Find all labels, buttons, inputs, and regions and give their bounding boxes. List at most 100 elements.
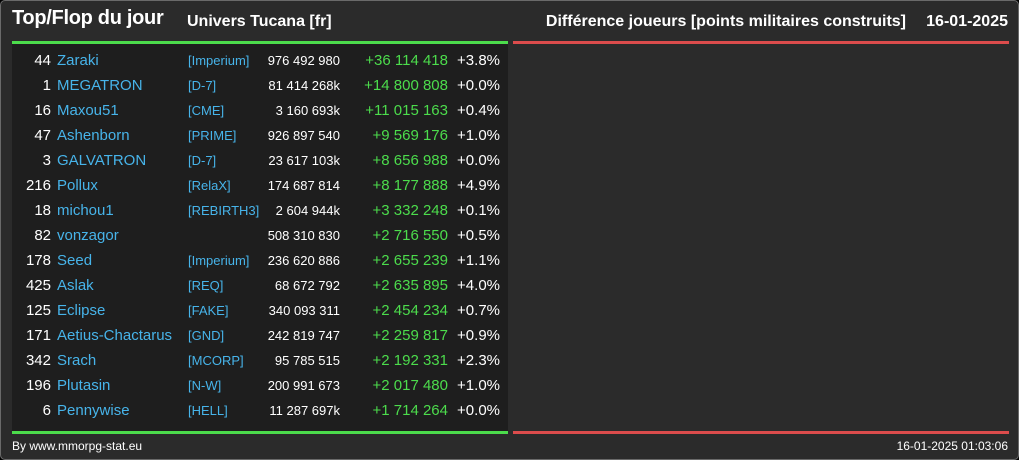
percent-change: +1.0% [457, 127, 500, 144]
alliance-tag-link[interactable]: [MCORP] [188, 353, 244, 368]
player-name-link[interactable]: Pennywise [57, 402, 130, 419]
player-points: 95 785 515 [274, 353, 340, 368]
table-row: 125 Eclipse [FAKE] 340 093 311 +2 454 234 +0.… [12, 298, 508, 323]
percent-change: +3.8% [457, 52, 500, 69]
percent-change: +0.9% [457, 327, 500, 344]
percent-change: +2.3% [457, 352, 500, 369]
alliance-tag-link[interactable]: [GND] [188, 328, 225, 343]
table-row: 1 MEGATRON [D-7] 81 414 268k +14 800 808 +0.0… [12, 73, 508, 98]
player-points: 200 991 673 [267, 378, 340, 393]
player-rank: 342 [25, 352, 51, 369]
alliance-tag-link[interactable]: [REBIRTH3] [188, 203, 260, 218]
percent-change: +0.5% [457, 227, 500, 244]
alliance-tag-link[interactable]: [CME] [188, 103, 225, 118]
player-rank: 171 [25, 327, 51, 344]
player-rank: 125 [25, 302, 51, 319]
player-rank: 18 [34, 202, 51, 219]
player-points: 68 672 792 [274, 278, 340, 293]
alliance-tag-link[interactable]: [REQ] [188, 278, 224, 293]
player-name-link[interactable]: Seed [57, 252, 93, 269]
player-rank: 6 [42, 402, 51, 419]
player-rank: 47 [34, 127, 51, 144]
points-difference: +2 017 480 [372, 377, 449, 394]
percent-change: +0.0% [457, 402, 500, 419]
points-difference: +8 177 888 [372, 177, 449, 194]
table-row: 44 Zaraki [Imperium] 976 492 980 +36 114 418… [12, 48, 508, 73]
player-name-link[interactable]: Maxou51 [57, 102, 119, 119]
table-row: 47 Ashenborn [PRIME] 926 897 540 +9 569 176 +… [12, 123, 508, 148]
points-difference: +36 114 418 [365, 52, 448, 69]
player-points: 81 414 268k [268, 78, 340, 93]
percent-change: +0.0% [457, 152, 500, 169]
points-difference: +14 800 808 [364, 77, 448, 94]
percent-change: +0.4% [457, 102, 500, 119]
player-points: 976 492 980 [267, 53, 340, 68]
table-row: 171 Aetius-Chactarus [GND] 242 819 747 +2 25… [12, 323, 508, 348]
alliance-tag-link[interactable]: [HELL] [188, 403, 228, 418]
top-divider-red [513, 41, 1009, 44]
player-name-link[interactable]: Srach [57, 352, 97, 369]
player-points: 3 160 693k [275, 103, 340, 118]
player-points: 926 897 540 [267, 128, 340, 143]
alliance-tag-link[interactable]: [N-W] [188, 378, 222, 393]
metric-label: Différence joueurs [points militaires co… [545, 13, 906, 30]
player-rank: 178 [25, 252, 51, 269]
player-name-link[interactable]: michou1 [57, 202, 114, 219]
table-row: 425 Aslak [REQ] 68 672 792 +2 635 895 +4.0% [12, 273, 508, 298]
player-points: 236 620 886 [267, 253, 340, 268]
table-row: 196 Plutasin [N-W] 200 991 673 +2 017 480 +1.… [12, 373, 508, 398]
percent-change: +0.1% [457, 202, 500, 219]
player-name-link[interactable]: vonzagor [57, 227, 119, 244]
player-points: 508 310 830 [267, 228, 340, 243]
bottom-divider-green [12, 431, 508, 434]
table-row: 342 Srach [MCORP] 95 785 515 +2 192 331 +2.3% [12, 348, 508, 373]
table-row: 6 Pennywise [HELL] 11 287 697k +1 714 264 +0.… [12, 398, 508, 423]
player-name-link[interactable]: Aslak [57, 277, 94, 294]
percent-change: +4.9% [457, 177, 500, 194]
alliance-tag-link[interactable]: [D-7] [188, 78, 217, 93]
alliance-tag-link[interactable]: [Imperium] [188, 53, 250, 68]
percent-change: +1.1% [457, 252, 500, 269]
points-difference: +2 655 239 [372, 252, 449, 269]
player-points: 242 819 747 [267, 328, 340, 343]
alliance-tag-link[interactable]: [PRIME] [188, 128, 237, 143]
player-rank: 16 [34, 102, 51, 119]
player-name-link[interactable]: MEGATRON [57, 77, 143, 94]
page-title: Top/Flop du jour [12, 7, 164, 29]
points-difference: +2 259 817 [372, 327, 449, 344]
points-difference: +1 714 264 [372, 402, 449, 419]
table-row: 16 Maxou51 [CME] 3 160 693k +11 015 163 +0.4% [12, 98, 508, 123]
top-players-panel: 44 Zaraki [Imperium] 976 492 980 +36 114 418… [12, 44, 508, 431]
table-row: 82 vonzagor 508 310 830 +2 716 550 +0.5% [12, 223, 508, 248]
player-name-link[interactable]: Ashenborn [57, 127, 130, 144]
player-name-link[interactable]: Zaraki [57, 52, 99, 69]
universe-label: Univers Tucana [fr] [187, 13, 332, 30]
points-difference: +8 656 988 [372, 152, 449, 169]
table-row: 18 michou1 [REBIRTH3] 2 604 944k +3 332 248 +… [12, 198, 508, 223]
percent-change: +0.0% [457, 77, 500, 94]
player-points: 2 604 944k [275, 203, 340, 218]
alliance-tag-link[interactable]: [D-7] [188, 153, 217, 168]
player-name-link[interactable]: GALVATRON [57, 152, 147, 169]
bottom-divider-red [513, 431, 1009, 434]
alliance-tag-link[interactable]: [FAKE] [188, 303, 229, 318]
player-rank: 425 [25, 277, 51, 294]
player-rank: 82 [34, 227, 51, 244]
player-name-link[interactable]: Aetius-Chactarus [57, 327, 173, 344]
player-points: 11 287 697k [269, 403, 340, 418]
points-difference: +2 454 234 [372, 302, 449, 319]
player-name-link[interactable]: Eclipse [57, 302, 106, 319]
player-rank: 196 [25, 377, 51, 394]
points-difference: +2 192 331 [372, 352, 449, 369]
player-name-link[interactable]: Plutasin [57, 377, 111, 394]
player-name-link[interactable]: Pollux [57, 177, 98, 194]
player-points: 23 617 103k [268, 153, 340, 168]
percent-change: +0.7% [457, 302, 500, 319]
points-difference: +11 015 163 [365, 102, 448, 119]
alliance-tag-link[interactable]: [Imperium] [188, 253, 250, 268]
player-rank: 44 [34, 52, 51, 69]
player-rank: 3 [42, 152, 51, 169]
percent-change: +1.0% [457, 377, 500, 394]
alliance-tag-link[interactable]: [RelaX] [188, 178, 231, 193]
